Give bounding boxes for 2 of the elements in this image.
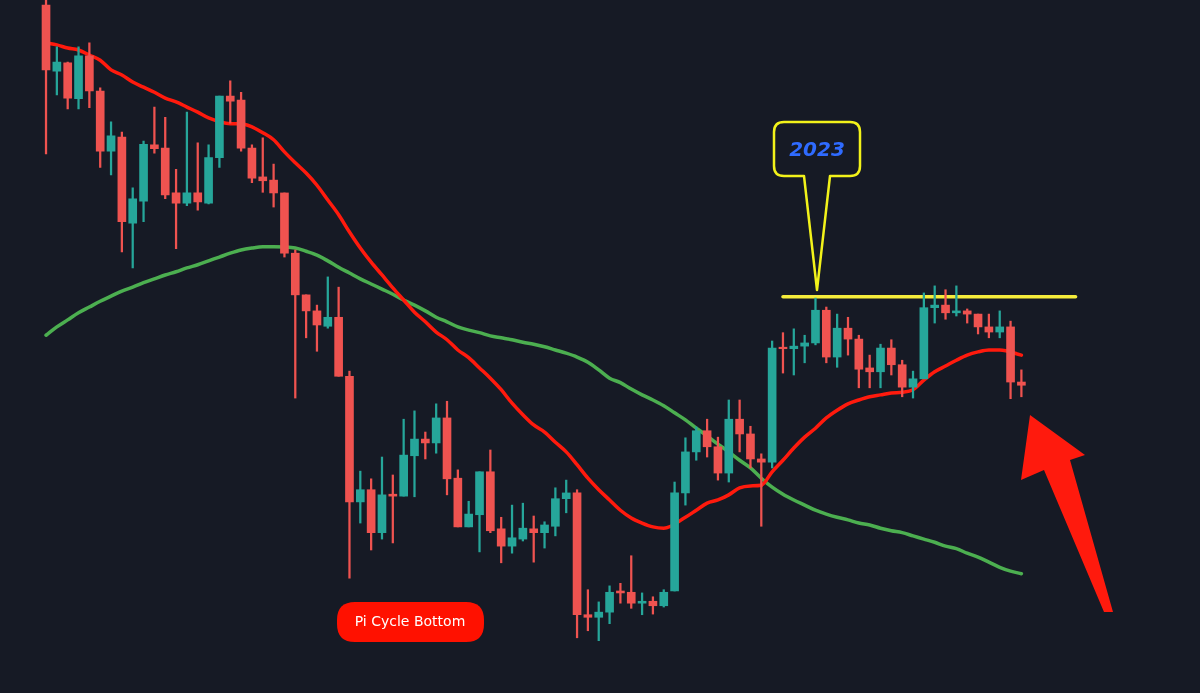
annotation: Pi Cycle Bottom — [354, 612, 466, 629]
annotation: 2023 — [788, 136, 846, 163]
